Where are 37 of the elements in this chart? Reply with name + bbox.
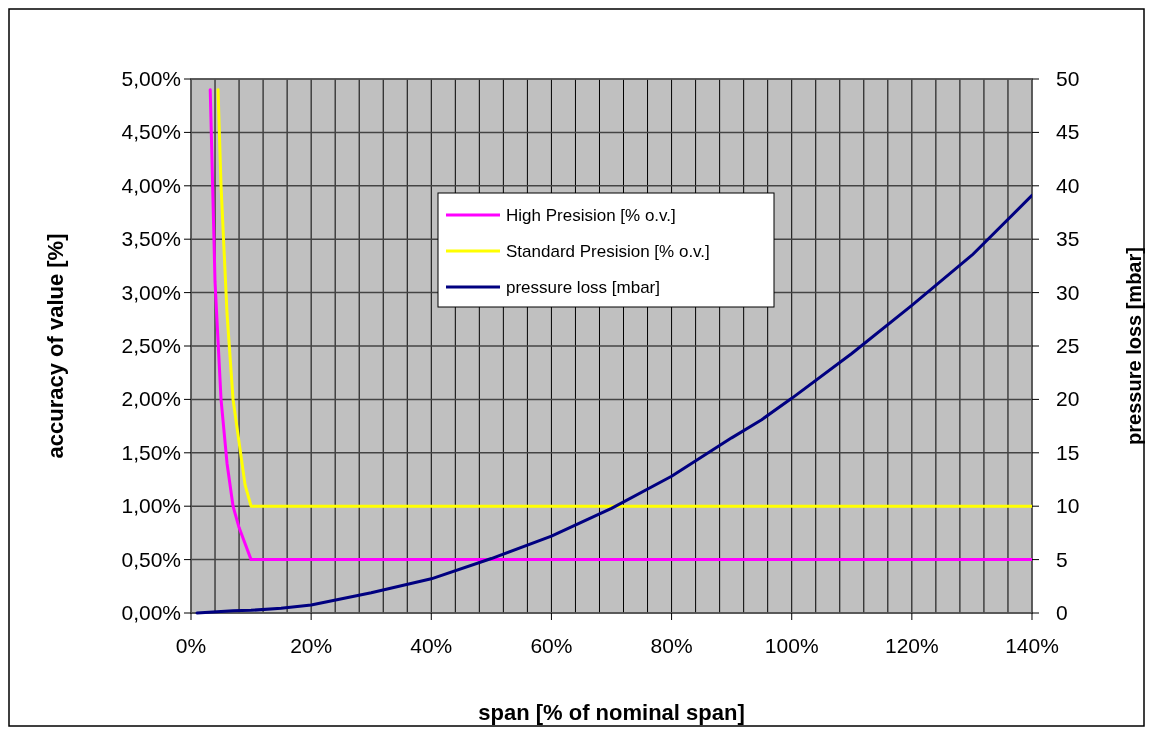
y-tick-label: 2,00% bbox=[121, 387, 181, 411]
x-tick-label: 0% bbox=[175, 634, 207, 657]
y2-tick-label: 25 bbox=[1056, 334, 1080, 357]
y-tick-label: 4,00% bbox=[121, 173, 181, 197]
y-tick-label: 3,50% bbox=[121, 227, 181, 251]
x-tick-label: 40% bbox=[410, 634, 453, 657]
y2-tick-label: 0 bbox=[1056, 601, 1068, 624]
y2-tick-label: 30 bbox=[1056, 280, 1080, 304]
y2-tick-label: 50 bbox=[1056, 67, 1080, 90]
x-tick-label: 100% bbox=[764, 634, 819, 657]
y-tick-label: 0,50% bbox=[121, 547, 181, 571]
y2-tick-label: 5 bbox=[1056, 547, 1068, 571]
y2-tick-label: 35 bbox=[1056, 227, 1080, 251]
y-tick-label: 1,00% bbox=[121, 494, 181, 518]
y2-tick-label: 15 bbox=[1056, 440, 1080, 464]
y2-tick-label: 20 bbox=[1056, 387, 1080, 411]
legend-label: High Presision [% o.v.] bbox=[506, 206, 676, 225]
x-axis-title: span [% of nominal span] bbox=[478, 700, 745, 725]
legend-label: pressure loss [mbar] bbox=[506, 278, 660, 297]
legend-label: Standard Presision [% o.v.] bbox=[506, 242, 710, 261]
y-axis-title: accuracy of value [%] bbox=[43, 233, 68, 459]
y2-axis-title: pressure loss [mbar] bbox=[1123, 247, 1145, 445]
y2-tick-label: 10 bbox=[1056, 494, 1080, 518]
y-tick-label: 0,00% bbox=[121, 601, 181, 624]
x-tick-label: 20% bbox=[290, 634, 333, 657]
y2-tick-label: 40 bbox=[1056, 173, 1080, 197]
line-series bbox=[195, 193, 1032, 615]
y-tick-label: 2,50% bbox=[121, 334, 181, 357]
y-tick-label: 3,00% bbox=[121, 280, 181, 304]
x-tick-label: 120% bbox=[885, 634, 939, 657]
x-tick-label: 60% bbox=[530, 634, 573, 657]
y-tick-label: 5,00% bbox=[121, 67, 181, 90]
x-tick-label: 140% bbox=[1005, 634, 1059, 657]
y2-tick-label: 45 bbox=[1056, 120, 1080, 144]
x-tick-label: 80% bbox=[650, 634, 693, 657]
y-tick-label: 4,50% bbox=[121, 120, 181, 144]
y-tick-label: 1,50% bbox=[121, 440, 181, 464]
